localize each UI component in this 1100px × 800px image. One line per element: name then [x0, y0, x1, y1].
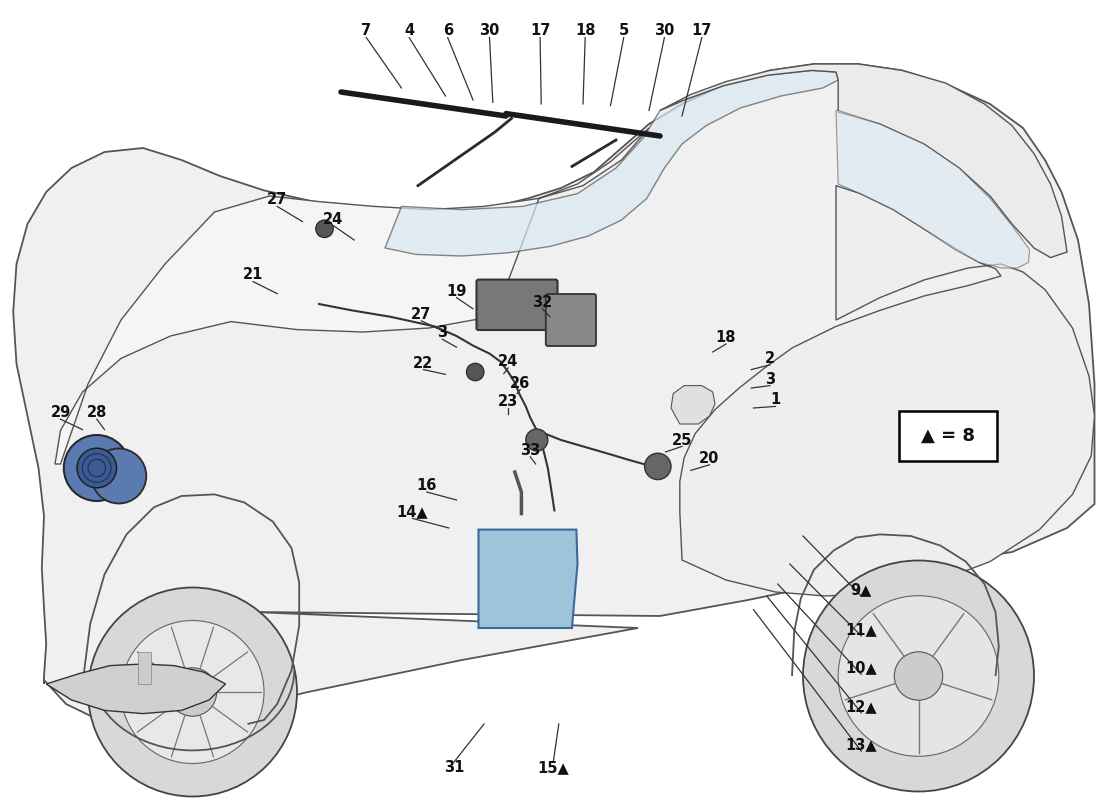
Text: 6: 6: [442, 23, 453, 38]
Text: 3: 3: [437, 326, 448, 340]
Circle shape: [91, 449, 146, 503]
Text: 18: 18: [716, 330, 736, 345]
Text: 11▲: 11▲: [846, 622, 877, 637]
Text: 22: 22: [414, 356, 433, 370]
Text: 20: 20: [700, 451, 719, 466]
Text: 27: 27: [267, 193, 287, 207]
Text: 5: 5: [618, 23, 629, 38]
Text: 16: 16: [417, 478, 437, 493]
Circle shape: [838, 596, 999, 756]
Text: 21: 21: [243, 267, 263, 282]
Text: 33: 33: [520, 443, 540, 458]
Text: 18: 18: [575, 23, 595, 38]
Circle shape: [88, 587, 297, 797]
Text: 15▲: 15▲: [538, 761, 569, 775]
Text: 9▲: 9▲: [850, 582, 872, 597]
Circle shape: [168, 668, 217, 716]
Circle shape: [645, 453, 671, 479]
Text: 4: 4: [404, 23, 415, 38]
FancyBboxPatch shape: [900, 411, 997, 461]
FancyBboxPatch shape: [476, 279, 558, 330]
Text: 32: 32: [532, 295, 552, 310]
Polygon shape: [671, 386, 715, 424]
Text: 3: 3: [764, 372, 776, 386]
Text: 26: 26: [510, 376, 530, 390]
Circle shape: [64, 435, 130, 501]
Polygon shape: [46, 664, 226, 714]
Text: 24: 24: [498, 354, 518, 369]
Polygon shape: [836, 110, 1030, 268]
Polygon shape: [385, 70, 838, 256]
Circle shape: [466, 363, 484, 381]
Text: 13▲: 13▲: [846, 738, 877, 752]
FancyBboxPatch shape: [546, 294, 596, 346]
Polygon shape: [13, 64, 1094, 724]
Polygon shape: [55, 128, 649, 464]
Polygon shape: [680, 186, 1094, 596]
Text: 24: 24: [323, 212, 343, 226]
Text: 25: 25: [672, 433, 692, 447]
Text: 29: 29: [51, 406, 70, 420]
Text: 10▲: 10▲: [846, 661, 877, 675]
Text: 14▲: 14▲: [397, 505, 428, 519]
Text: 31: 31: [444, 761, 464, 775]
Text: 12▲: 12▲: [846, 699, 877, 714]
Text: 30: 30: [654, 23, 674, 38]
Text: 27: 27: [411, 307, 431, 322]
Text: 2: 2: [764, 351, 776, 366]
Circle shape: [894, 652, 943, 700]
Circle shape: [316, 220, 333, 238]
Text: 19: 19: [447, 284, 466, 298]
Text: 17: 17: [692, 23, 712, 38]
Text: ▲ = 8: ▲ = 8: [921, 427, 976, 445]
Circle shape: [803, 561, 1034, 791]
Bar: [138, 652, 151, 684]
Text: passion for parts since 1995: passion for parts since 1995: [352, 418, 782, 582]
Text: 23: 23: [498, 394, 518, 409]
Polygon shape: [478, 530, 578, 628]
Text: 17: 17: [530, 23, 550, 38]
Text: 28: 28: [87, 406, 107, 420]
Text: 7: 7: [361, 23, 372, 38]
Circle shape: [121, 621, 264, 763]
Polygon shape: [660, 64, 1067, 258]
Text: 30: 30: [480, 23, 499, 38]
Text: 1: 1: [770, 393, 781, 407]
Circle shape: [77, 448, 117, 488]
Circle shape: [526, 429, 548, 451]
